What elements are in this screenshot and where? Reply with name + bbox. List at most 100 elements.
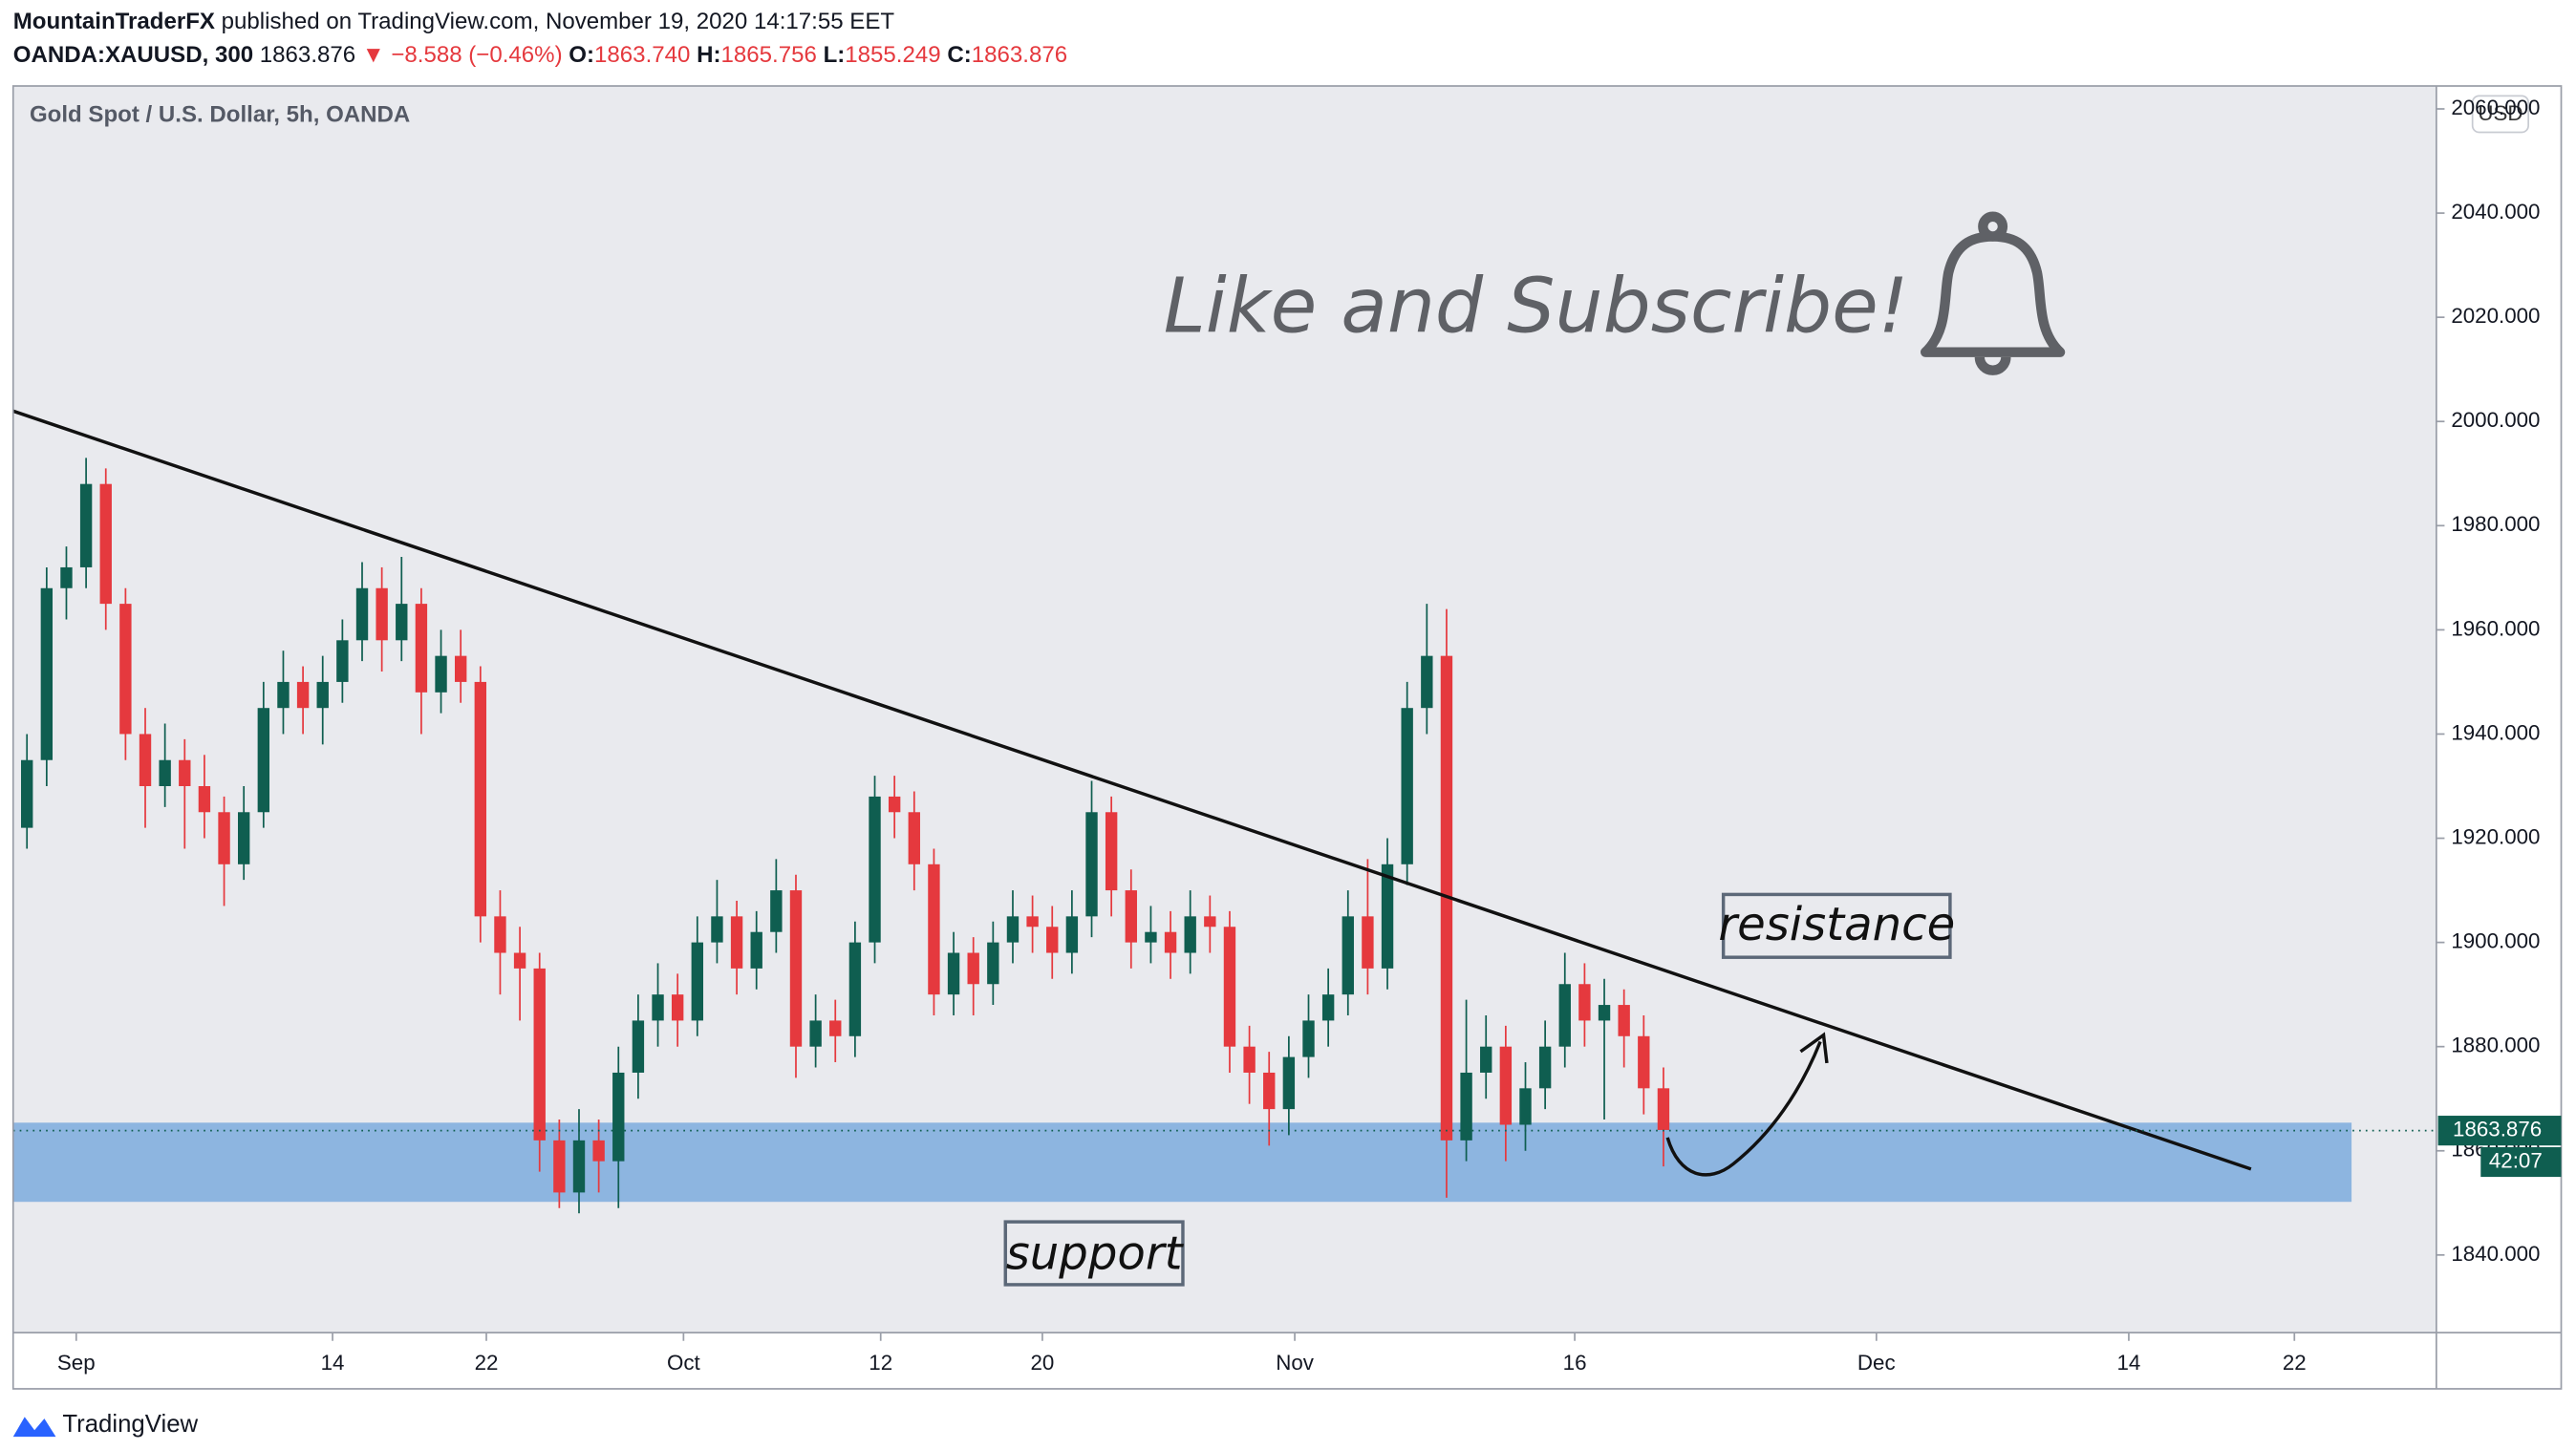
x-tick-label: 22 bbox=[2283, 1351, 2307, 1375]
currency: USD bbox=[2478, 101, 2522, 125]
candle-body bbox=[1125, 890, 1137, 943]
candle-body bbox=[711, 916, 723, 943]
candle-body bbox=[869, 796, 881, 943]
candle-body bbox=[1421, 655, 1433, 709]
candle-body bbox=[159, 759, 171, 787]
candle-body bbox=[336, 640, 349, 682]
x-tick-label: 14 bbox=[321, 1351, 345, 1375]
candle-body bbox=[1105, 812, 1118, 891]
candle-body bbox=[1204, 916, 1216, 928]
candle-body bbox=[355, 587, 369, 641]
last-price-box bbox=[2437, 1116, 2562, 1146]
candle-body bbox=[1223, 927, 1236, 1047]
candle-body bbox=[750, 931, 762, 969]
y-tick-label: 1900.000 bbox=[2451, 928, 2540, 952]
x-tick-label: Dec bbox=[1857, 1351, 1896, 1375]
support-box bbox=[1003, 1220, 1185, 1287]
candle-body bbox=[848, 942, 862, 1036]
candle-body bbox=[179, 759, 191, 787]
ohlc-value: 1863.876 bbox=[972, 42, 1067, 68]
x-tick-label: Nov bbox=[1276, 1351, 1315, 1375]
ohlc-label: H: bbox=[697, 42, 720, 68]
x-tick-label: 16 bbox=[1563, 1351, 1587, 1375]
candle-body bbox=[1657, 1088, 1670, 1130]
candle-body bbox=[316, 681, 329, 709]
candle-body bbox=[60, 566, 73, 588]
y-tick-label: 1880.000 bbox=[2451, 1034, 2540, 1057]
candle-body bbox=[277, 681, 290, 709]
candle-body bbox=[987, 942, 999, 985]
candle-body bbox=[533, 968, 546, 1141]
candle-body bbox=[1578, 984, 1591, 1021]
arrow-curve bbox=[1665, 1040, 1822, 1177]
x-tick-label: Oct bbox=[667, 1351, 701, 1375]
candle-body bbox=[632, 1020, 645, 1073]
candle-body bbox=[1282, 1056, 1296, 1110]
chart-title: Gold Spot / U.S. Dollar, 5h, OANDA bbox=[30, 101, 410, 127]
y-tick-label: 1920.000 bbox=[2451, 824, 2540, 848]
candle-body bbox=[1401, 708, 1413, 864]
candle-body bbox=[770, 890, 783, 932]
y-tick-label: 1840.000 bbox=[2451, 1242, 2540, 1266]
countdown: 42:07 bbox=[2489, 1148, 2543, 1172]
candle-body bbox=[1342, 916, 1354, 995]
candle-body bbox=[139, 734, 152, 787]
candle-body bbox=[474, 681, 487, 917]
candle-body bbox=[1638, 1035, 1650, 1089]
candle-body bbox=[652, 994, 664, 1021]
last-price-label: 1863.876 bbox=[2453, 1118, 2542, 1141]
candle-body bbox=[21, 759, 33, 828]
price: 1863.876 bbox=[260, 42, 355, 68]
candle-body bbox=[79, 483, 93, 567]
candle-body bbox=[1519, 1088, 1532, 1125]
candle-body bbox=[1538, 1046, 1552, 1089]
trendline bbox=[12, 409, 2252, 1171]
candle-body bbox=[809, 1020, 822, 1047]
candle-body bbox=[218, 812, 230, 864]
candle-body bbox=[1046, 927, 1059, 953]
ohlc-value: 1855.249 bbox=[845, 42, 940, 68]
candle-body bbox=[572, 1140, 586, 1193]
candle-body bbox=[1026, 916, 1039, 928]
x-tick-label: 20 bbox=[1030, 1351, 1054, 1375]
candle-body bbox=[1460, 1072, 1472, 1141]
ohlc-label: L: bbox=[824, 42, 846, 68]
candle-body bbox=[671, 994, 684, 1021]
countdown-box bbox=[2480, 1146, 2562, 1178]
candle-body bbox=[1263, 1072, 1276, 1110]
resistance-label: resistance bbox=[1718, 898, 1955, 951]
candle-body bbox=[1499, 1046, 1513, 1125]
candle-body bbox=[198, 786, 211, 813]
y-tick-label: 1940.000 bbox=[2451, 720, 2540, 744]
candle-body bbox=[99, 483, 112, 605]
candle-body bbox=[1480, 1046, 1492, 1073]
logo-text: TradingView bbox=[62, 1411, 198, 1438]
candle-body bbox=[888, 796, 901, 813]
logo: TradingView bbox=[12, 1411, 198, 1438]
candle-body bbox=[1164, 931, 1177, 953]
resistance-box bbox=[1721, 892, 1952, 959]
y-tick-label: 2020.000 bbox=[2451, 304, 2540, 328]
candle-body bbox=[454, 655, 467, 682]
support-zone bbox=[12, 1122, 2352, 1203]
header-line1: MountainTraderFX published on TradingVie… bbox=[13, 10, 895, 35]
candle-body bbox=[513, 952, 526, 969]
x-tick-label: Sep bbox=[57, 1351, 96, 1375]
candle-body bbox=[829, 1020, 842, 1036]
y-tick-label: 1980.000 bbox=[2451, 512, 2540, 536]
candle-body bbox=[1381, 864, 1394, 969]
candle-body bbox=[1302, 1020, 1315, 1057]
candle-body bbox=[1184, 916, 1196, 953]
candle-body bbox=[494, 916, 506, 953]
candle-body bbox=[296, 681, 310, 709]
arrow-head bbox=[1799, 1032, 1829, 1064]
x-tick-label: 12 bbox=[869, 1351, 892, 1375]
candle-body bbox=[119, 604, 132, 735]
candle-body bbox=[1598, 1005, 1611, 1021]
y-tick-label: 1960.000 bbox=[2451, 616, 2540, 640]
y-tick-label: 2060.000 bbox=[2451, 96, 2540, 119]
publisher: MountainTraderFX bbox=[13, 10, 215, 35]
candle-body bbox=[553, 1140, 566, 1193]
currency-badge bbox=[2471, 95, 2529, 134]
